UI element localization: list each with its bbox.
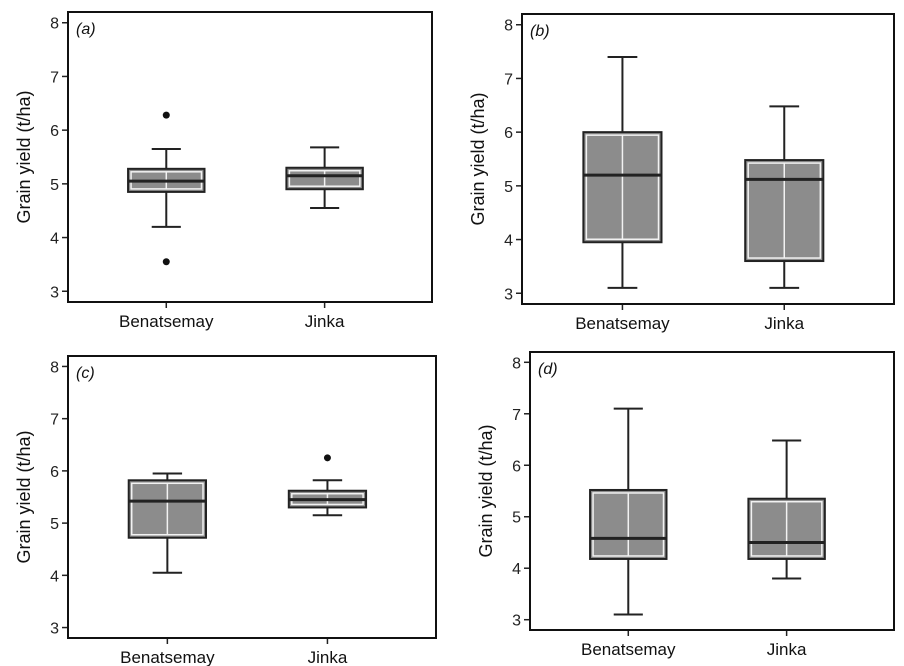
box-benatsemay	[127, 111, 206, 266]
y-tick-label: 3	[50, 284, 59, 301]
y-tick-label: 4	[504, 233, 513, 250]
box-benatsemay	[582, 55, 663, 289]
y-tick-label: 7	[504, 71, 513, 88]
panel-1: 3 4 5 6 7 8 Grain yield (t/ha) Benatsemay Jinka (…	[14, 11, 433, 331]
panel-frame	[67, 11, 433, 303]
panel-label: (d)	[538, 361, 558, 378]
x-tick-label: Jinka	[764, 314, 804, 333]
y-tick-label: 7	[50, 412, 59, 429]
y-tick-label: 3	[512, 613, 521, 630]
x-tick-label: Benatsemay	[119, 312, 214, 331]
outlier-point	[162, 258, 170, 266]
y-axis-label: Grain yield (t/ha)	[14, 90, 34, 223]
box-jinka	[287, 454, 368, 517]
panel-label: (b)	[530, 23, 550, 40]
x-tick-label: Jinka	[305, 312, 345, 331]
x-tick-label: Benatsemay	[575, 314, 670, 333]
y-tick-label: 3	[50, 621, 59, 638]
y-axis-label: Grain yield (t/ha)	[14, 430, 34, 563]
y-tick-label: 8	[512, 355, 521, 372]
x-tick-label: Benatsemay	[120, 648, 215, 666]
y-tick-label: 8	[504, 18, 513, 35]
y-tick-label: 7	[50, 69, 59, 86]
y-axis-label: Grain yield (t/ha)	[468, 92, 488, 225]
y-tick-label: 6	[50, 123, 59, 140]
y-tick-label: 4	[50, 231, 59, 248]
x-tick-label: Jinka	[308, 648, 348, 666]
y-axis-label: Grain yield (t/ha)	[476, 424, 496, 557]
y-tick-label: 6	[512, 458, 521, 475]
box-jinka	[747, 439, 826, 580]
y-tick-label: 8	[50, 16, 59, 33]
y-tick-label: 6	[504, 125, 513, 142]
outlier-point	[162, 111, 170, 119]
panel-4: 3 4 5 6 7 8 Grain yield (t/ha) Benatsemay Jinka (…	[476, 351, 895, 659]
x-tick-label: Jinka	[767, 640, 807, 659]
y-tick-label: 7	[512, 407, 521, 424]
box-benatsemay	[589, 407, 668, 616]
y-tick-label: 5	[50, 516, 59, 533]
box-jinka	[285, 146, 364, 210]
x-tick-label: Benatsemay	[581, 640, 676, 659]
outlier-point	[323, 454, 331, 462]
y-tick-label: 5	[50, 177, 59, 194]
y-tick-label: 3	[504, 286, 513, 303]
y-tick-label: 6	[50, 464, 59, 481]
panel-label: (a)	[76, 21, 96, 38]
panel-3: 3 4 5 6 7 8 Grain yield (t/ha) Benatsemay Jinka (…	[14, 355, 437, 666]
y-tick-label: 4	[50, 568, 59, 585]
box-jinka	[744, 105, 825, 289]
panel-label: (c)	[76, 365, 95, 382]
y-tick-label: 5	[512, 510, 521, 527]
y-tick-label: 4	[512, 561, 521, 578]
panel-2: 3 4 5 6 7 8 Grain yield (t/ha) Benatsemay Jinka (…	[468, 13, 895, 333]
y-tick-label: 8	[50, 359, 59, 376]
panel-frame	[529, 351, 895, 631]
box-benatsemay	[127, 472, 207, 574]
y-tick-label: 5	[504, 179, 513, 196]
panel-frame	[67, 355, 437, 639]
panel-frame	[521, 13, 895, 305]
